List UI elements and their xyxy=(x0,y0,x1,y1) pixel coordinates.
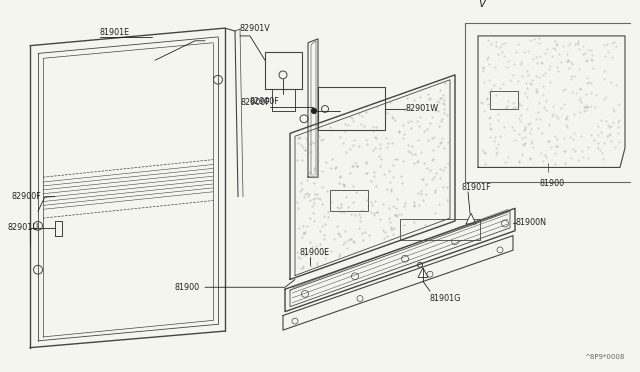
Text: 81901E: 81901E xyxy=(100,28,130,37)
Bar xyxy=(330,190,368,211)
Polygon shape xyxy=(418,268,428,278)
Text: 82901W: 82901W xyxy=(405,105,438,113)
Text: 82900F: 82900F xyxy=(240,98,270,107)
Text: 81900: 81900 xyxy=(540,179,565,188)
Text: 82901V: 82901V xyxy=(240,24,271,33)
Text: ^8P9*0008: ^8P9*0008 xyxy=(584,354,625,360)
Circle shape xyxy=(312,109,317,113)
Text: 81900: 81900 xyxy=(175,283,200,292)
Text: 81901F: 81901F xyxy=(462,183,492,192)
Text: 81900N: 81900N xyxy=(516,218,547,227)
Bar xyxy=(490,92,518,109)
Bar xyxy=(400,219,480,240)
Polygon shape xyxy=(466,213,476,224)
Text: 82900F: 82900F xyxy=(250,97,280,106)
Text: 82901U: 82901U xyxy=(8,223,39,232)
Text: 82900F: 82900F xyxy=(12,192,42,201)
Text: 81901G: 81901G xyxy=(430,294,461,303)
Text: V: V xyxy=(478,0,485,9)
Text: 81900E: 81900E xyxy=(300,248,330,257)
